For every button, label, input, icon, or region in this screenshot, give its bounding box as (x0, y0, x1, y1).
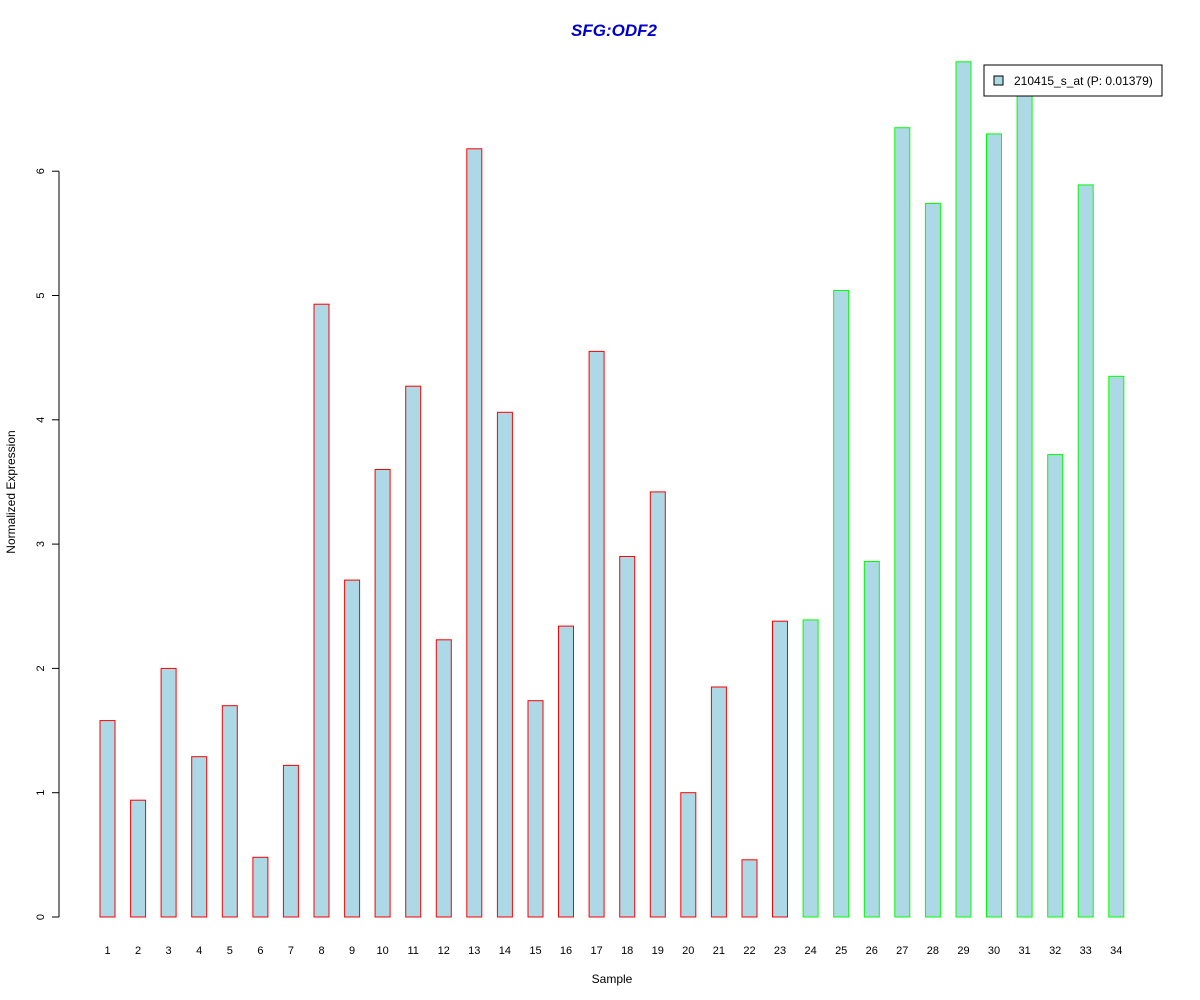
x-tick-label: 31 (1018, 945, 1030, 957)
bar (435, 639, 452, 918)
bar (252, 856, 269, 918)
legend-swatch (993, 75, 1004, 86)
bar (558, 625, 574, 918)
bar (130, 799, 147, 918)
x-tick-label: 10 (376, 945, 388, 957)
bar (405, 385, 422, 918)
y-tick-label: 5 (35, 292, 47, 298)
x-tick-label: 17 (590, 945, 602, 957)
bar (527, 700, 544, 918)
x-tick-label: 15 (529, 945, 541, 957)
bar (649, 491, 666, 918)
x-tick-label: 33 (1080, 945, 1092, 957)
bar (191, 756, 208, 918)
bar (313, 303, 330, 918)
legend-box (983, 64, 1163, 97)
x-tick-label: 16 (560, 945, 572, 957)
x-tick-label: 5 (227, 945, 233, 957)
x-tick-label: 21 (713, 945, 725, 957)
legend-entry: 210415_s_at (P: 0.01379) (1014, 74, 1153, 88)
x-tick-label: 12 (438, 945, 450, 957)
x-tick-label: 4 (196, 945, 202, 957)
x-tick-label: 19 (652, 945, 664, 957)
x-tick-label: 28 (927, 945, 939, 957)
bar (466, 148, 483, 918)
bar (680, 792, 697, 918)
y-tick-label: 2 (35, 665, 47, 671)
y-axis-label: Normalized Expression (4, 430, 18, 553)
x-tick-label: 3 (166, 945, 172, 957)
x-tick-label: 6 (257, 945, 263, 957)
bar (894, 127, 911, 918)
x-tick-label: 1 (104, 945, 110, 957)
x-tick-label: 25 (835, 945, 847, 957)
x-tick-label: 11 (407, 945, 418, 957)
x-tick-label: 26 (866, 945, 878, 957)
bar (221, 705, 238, 918)
bar (619, 556, 636, 918)
bar (496, 411, 513, 918)
x-tick-label: 18 (621, 945, 633, 957)
x-tick-labels: 1 2 3 4 5 6 7 8 9 10 11 12 13 14 15 16 17 18 19 20 21 22 23 24 2… (104, 945, 1122, 957)
x-tick-label: 22 (743, 945, 755, 957)
bar (99, 720, 116, 918)
x-tick-label: 9 (349, 945, 355, 957)
y-tick-label: 1 (35, 790, 47, 796)
x-tick-label: 13 (468, 945, 480, 957)
x-tick-label: 8 (318, 945, 324, 957)
bar (772, 620, 788, 918)
bar (344, 579, 361, 918)
bar (710, 686, 727, 918)
bar (1016, 92, 1033, 918)
bar (588, 350, 605, 918)
x-tick-label: 23 (774, 945, 786, 957)
x-tick-label: 30 (988, 945, 1000, 957)
bar (282, 764, 299, 918)
y-axis: 0 1 2 3 4 5 6 (35, 168, 60, 920)
bar (986, 133, 1002, 918)
y-tick-label: 6 (35, 168, 47, 174)
bars (99, 61, 1125, 918)
x-tick-label: 27 (896, 945, 908, 957)
x-tick-label: 24 (804, 945, 816, 957)
bar (160, 667, 177, 918)
bar (1047, 454, 1064, 918)
y-tick-label: 0 (35, 914, 47, 920)
bar (374, 469, 391, 918)
bar (863, 561, 880, 918)
x-tick-label: 29 (957, 945, 969, 957)
x-tick-label: 14 (499, 945, 511, 957)
y-tick-label: 4 (35, 417, 47, 423)
bar (741, 859, 758, 918)
bar (924, 203, 941, 918)
bar (802, 619, 819, 918)
y-tick-label: 3 (35, 541, 47, 547)
bar (1077, 184, 1094, 918)
x-tick-label: 32 (1049, 945, 1061, 957)
legend: 210415_s_at (P: 0.01379) (983, 64, 1163, 97)
bar (1108, 375, 1125, 918)
x-axis-label: Sample (592, 972, 633, 986)
x-tick-label: 20 (682, 945, 694, 957)
x-tick-label: 2 (135, 945, 141, 957)
bar (833, 290, 850, 918)
chart-title: SFG:ODF2 (571, 21, 657, 40)
x-tick-label: 34 (1110, 945, 1122, 957)
bar (955, 61, 972, 918)
x-tick-label: 7 (288, 945, 294, 957)
